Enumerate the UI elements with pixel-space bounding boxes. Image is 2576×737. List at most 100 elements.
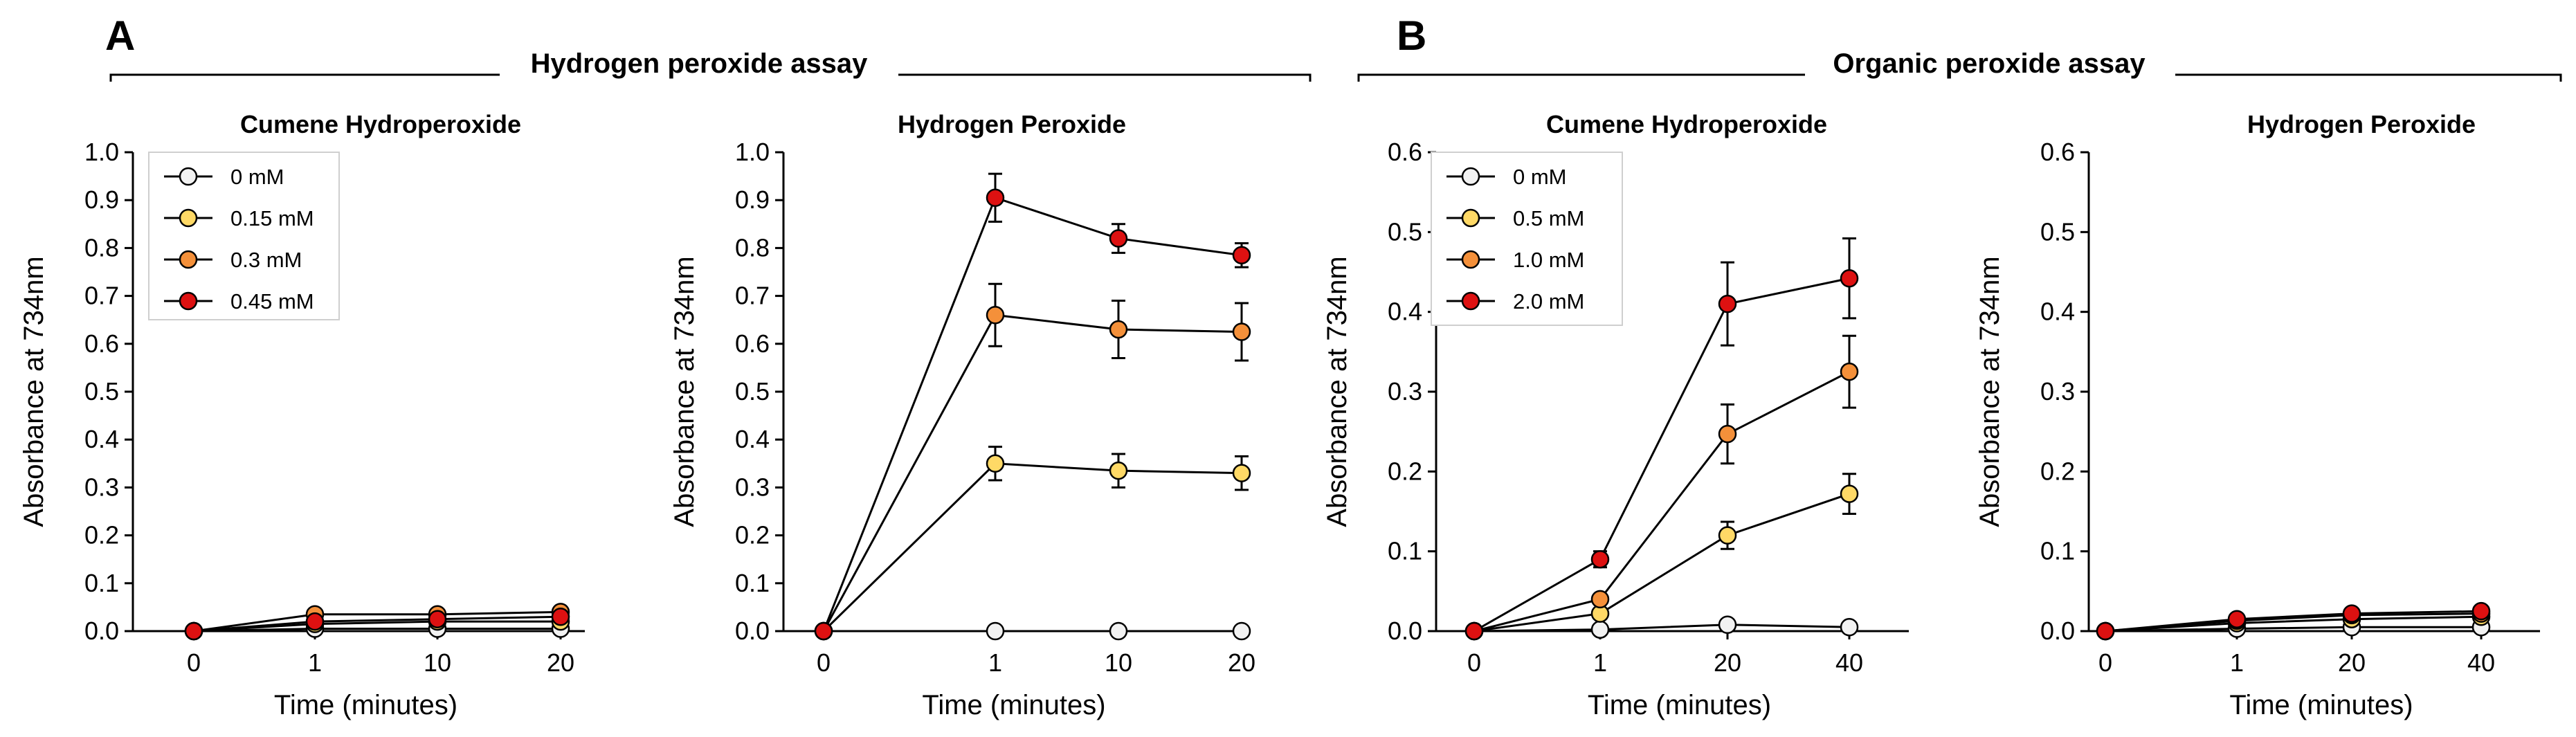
x-tick-label: 10 <box>1105 648 1132 677</box>
x-axis-label: Time (minutes) <box>274 690 457 720</box>
data-point <box>1232 246 1251 265</box>
data-point <box>1718 526 1737 545</box>
x-tick-label: 0 <box>817 648 831 677</box>
y-tick-label: 0.5 <box>1388 217 1422 246</box>
legend-label: 0.5 mM <box>1513 206 1584 230</box>
data-point <box>1718 615 1737 635</box>
y-tick-label: 0.1 <box>735 569 770 597</box>
section-a-title: Hydrogen peroxide assay <box>531 48 869 79</box>
data-point <box>1718 424 1737 444</box>
series-line-3 <box>822 313 1242 632</box>
legend-marker <box>1461 291 1480 311</box>
y-tick-label: 0.6 <box>2040 138 2075 166</box>
chart-a-hydrogen-peroxide: Hydrogen Peroxide 0.0 0.1 0.2 0.3 0.4 0.5 0.6 0.… <box>669 110 1255 720</box>
x-tick-label: 40 <box>2467 648 2495 677</box>
data-point <box>428 610 447 628</box>
series-line-2 <box>822 462 1242 633</box>
series-line-4 <box>822 196 1242 632</box>
x-tick-label: 20 <box>2338 648 2366 677</box>
y-tick-label: 0.7 <box>735 282 770 310</box>
legend: 0 mM 0.5 mM 1.0 mM 2.0 mM <box>1431 152 1623 326</box>
y-tick-label: 0.6 <box>84 329 119 358</box>
legend-marker <box>179 250 198 269</box>
x-axis-label: Time (minutes) <box>922 690 1105 720</box>
legend-marker <box>179 208 198 228</box>
x-tick-label: 20 <box>1228 648 1255 677</box>
y-tick-label: 0.4 <box>2040 298 2075 326</box>
legend: 0 mM 0.15 mM 0.3 mM 0.45 mM <box>148 152 340 320</box>
data-point <box>2227 610 2247 628</box>
y-tick-label: 0.8 <box>84 233 119 262</box>
legend-label: 1.0 mM <box>1513 248 1584 272</box>
data-point <box>986 621 1005 641</box>
legend-label: 0 mM <box>1513 165 1567 189</box>
data-point <box>1840 269 1859 288</box>
y-tick-label: 0.0 <box>735 617 770 645</box>
y-tick-label: 0.1 <box>1388 537 1422 565</box>
series-line-3 <box>1473 370 1850 633</box>
data-point <box>1232 464 1251 482</box>
x-axis-label: Time (minutes) <box>1588 690 1771 720</box>
data-point <box>1109 461 1128 480</box>
x-tick-label: 1 <box>988 648 1002 677</box>
legend-marker <box>1461 167 1480 186</box>
series-line-4 <box>1473 277 1850 633</box>
chart-a-cumene-hydroperoxide: Cumene Hydroperoxide 0.0 0.1 0.2 0.3 0.4 0.5 0.… <box>19 110 585 720</box>
data-point <box>1590 620 1610 639</box>
series-line-2 <box>2105 615 2482 633</box>
chart-title: Cumene Hydroperoxide <box>240 110 521 138</box>
data-point <box>986 454 1005 473</box>
x-tick-label: 1 <box>2230 648 2244 677</box>
x-tick-label: 10 <box>424 648 451 677</box>
legend-marker <box>1461 208 1480 228</box>
y-tick-label: 0.9 <box>84 185 119 214</box>
y-tick-label: 0.3 <box>735 473 770 501</box>
y-tick-label: 0.3 <box>2040 377 2075 406</box>
section-a-header: A Hydrogen peroxide assay <box>105 12 1312 82</box>
y-tick-label: 1.0 <box>735 138 770 166</box>
data-point <box>1464 621 1484 641</box>
data-point <box>814 621 833 641</box>
x-axis-label: Time (minutes) <box>2229 690 2413 720</box>
legend-label: 0.15 mM <box>230 206 314 230</box>
data-point <box>986 188 1005 207</box>
legend-label: 0.3 mM <box>230 248 302 272</box>
data-point <box>1109 621 1128 641</box>
data-point <box>986 306 1005 325</box>
x-tick-label: 1 <box>308 648 322 677</box>
x-tick-label: 0 <box>1467 648 1481 677</box>
series-line-4 <box>2105 610 2482 633</box>
series-line-2 <box>193 620 561 633</box>
y-tick-label: 0.2 <box>2040 457 2075 485</box>
section-a-bracket <box>109 73 1312 82</box>
x-tick-label: 0 <box>2098 648 2112 677</box>
data-point <box>1840 617 1859 637</box>
section-b-title: Organic peroxide assay <box>1833 48 2146 79</box>
chart-title: Hydrogen Peroxide <box>2247 110 2476 138</box>
y-tick-label: 0.2 <box>1388 457 1422 485</box>
legend-marker <box>179 291 198 311</box>
data-point <box>551 607 570 626</box>
section-b-header: B Organic peroxide assay <box>1357 12 2562 82</box>
y-tick-label: 0.4 <box>1388 298 1422 326</box>
y-axis-label: Absorbance at 734nm <box>669 256 700 527</box>
y-tick-label: 0.4 <box>735 425 770 453</box>
y-tick-label: 0.2 <box>735 521 770 549</box>
data-point <box>1232 322 1251 341</box>
y-tick-label: 0.1 <box>2040 537 2075 565</box>
y-tick-label: 0.1 <box>84 569 119 597</box>
chart-b-cumene-hydroperoxide: Cumene Hydroperoxide 0.0 0.1 0.2 0.3 0.4 0.5 0.… <box>1322 110 1909 720</box>
y-tick-label: 0.0 <box>84 617 119 645</box>
series-line-1 <box>193 628 561 633</box>
data-point <box>2342 604 2361 623</box>
data-point <box>305 612 325 631</box>
y-tick-label: 0.5 <box>84 377 119 406</box>
y-tick-label: 0.3 <box>1388 377 1422 406</box>
chart-title: Hydrogen Peroxide <box>898 110 1126 138</box>
chart-b-hydrogen-peroxide: Hydrogen Peroxide 0.0 0.1 0.2 0.3 0.4 0.5 0.6 0 1… <box>1975 110 2540 720</box>
legend-marker <box>1461 250 1480 269</box>
series-line-1 <box>2105 626 2481 633</box>
y-tick-label: 0.5 <box>735 377 770 406</box>
legend-label: 0 mM <box>230 165 284 189</box>
x-tick-label: 40 <box>1835 648 1863 677</box>
